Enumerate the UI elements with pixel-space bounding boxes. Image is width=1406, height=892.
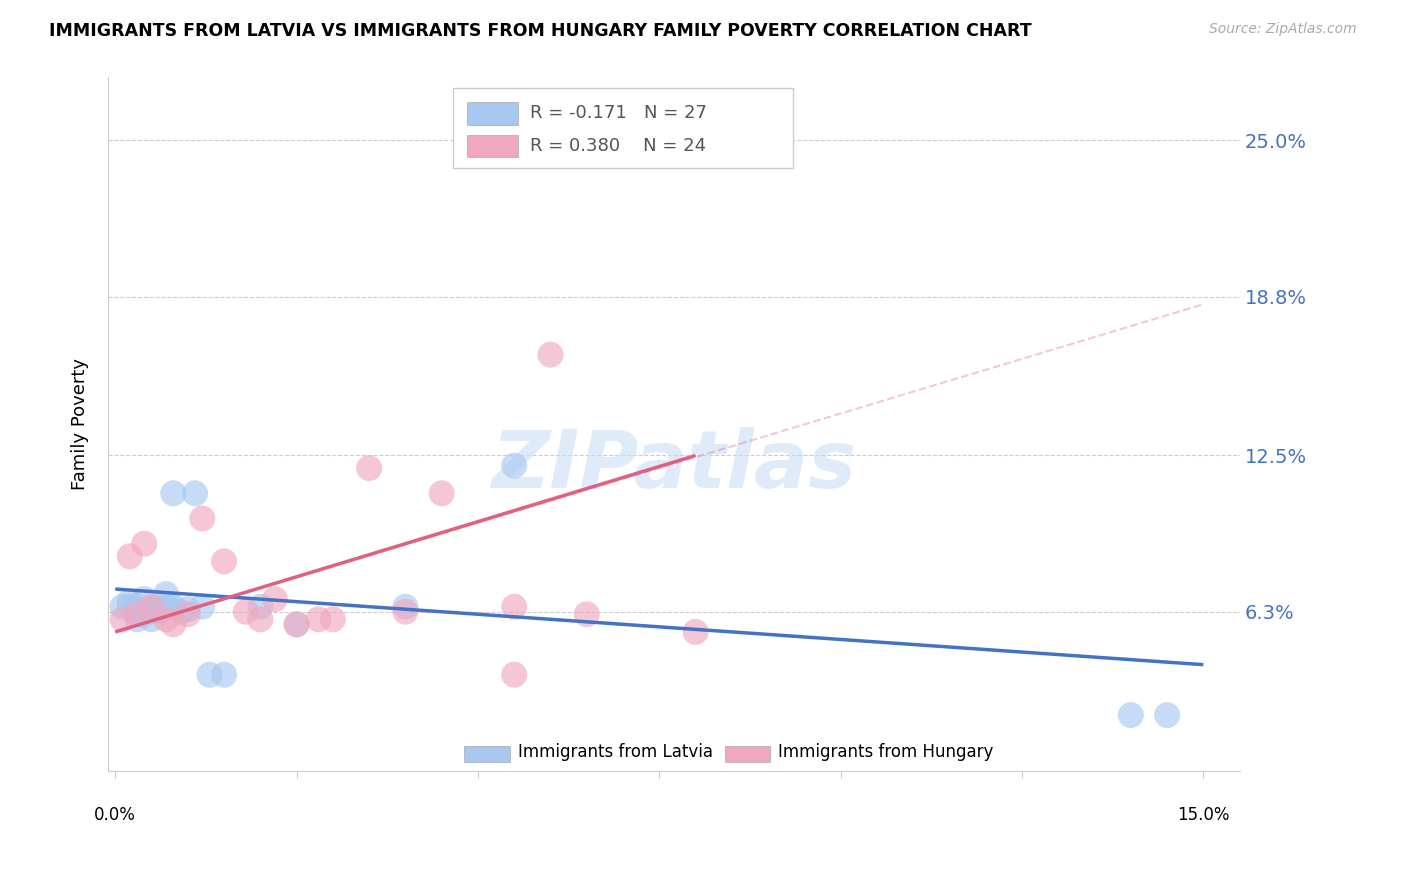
Point	[540, 348, 562, 362]
Point	[141, 602, 163, 616]
Point	[503, 667, 526, 681]
Text: R = 0.380    N = 24: R = 0.380 N = 24	[530, 137, 706, 155]
Point	[125, 607, 148, 622]
Point	[177, 602, 200, 616]
Point	[184, 486, 207, 500]
Point	[212, 554, 235, 568]
Point	[141, 599, 163, 614]
Bar	[467, 103, 517, 125]
Point	[155, 599, 177, 614]
Point	[162, 617, 184, 632]
Point	[394, 599, 416, 614]
Point	[307, 612, 329, 626]
Text: Immigrants from Latvia: Immigrants from Latvia	[517, 744, 713, 762]
Point	[249, 612, 271, 626]
Point	[118, 599, 141, 614]
Point	[1119, 708, 1142, 723]
Bar	[467, 135, 517, 157]
Point	[191, 511, 214, 525]
Point	[148, 605, 170, 619]
Text: IMMIGRANTS FROM LATVIA VS IMMIGRANTS FROM HUNGARY FAMILY POVERTY CORRELATION CHA: IMMIGRANTS FROM LATVIA VS IMMIGRANTS FRO…	[49, 22, 1032, 40]
Text: 15.0%: 15.0%	[1177, 805, 1230, 824]
Point	[685, 624, 707, 639]
Point	[575, 607, 598, 622]
Point	[191, 599, 214, 614]
Point	[322, 612, 344, 626]
Text: Source: ZipAtlas.com: Source: ZipAtlas.com	[1209, 22, 1357, 37]
Point	[359, 461, 381, 475]
Text: 0.0%: 0.0%	[94, 805, 136, 824]
Point	[503, 599, 526, 614]
Point	[235, 605, 257, 619]
Point	[503, 458, 526, 473]
Text: ZIPatlas: ZIPatlas	[491, 426, 856, 505]
Point	[134, 537, 156, 551]
Text: Immigrants from Hungary: Immigrants from Hungary	[778, 744, 993, 762]
Point	[118, 549, 141, 564]
Point	[212, 667, 235, 681]
Point	[285, 617, 308, 632]
Bar	[453, 87, 793, 168]
Point	[285, 617, 308, 632]
Point	[125, 612, 148, 626]
Point	[118, 595, 141, 609]
Point	[155, 612, 177, 626]
Point	[111, 612, 134, 626]
Point	[169, 605, 191, 619]
Point	[155, 587, 177, 601]
Point	[177, 607, 200, 622]
Point	[125, 599, 148, 614]
Bar	[724, 747, 770, 762]
Point	[162, 486, 184, 500]
Point	[430, 486, 453, 500]
Point	[134, 607, 156, 622]
Point	[263, 592, 285, 607]
Text: R = -0.171   N = 27: R = -0.171 N = 27	[530, 104, 707, 122]
Point	[148, 599, 170, 614]
Point	[198, 667, 221, 681]
Y-axis label: Family Poverty: Family Poverty	[72, 358, 89, 490]
Point	[134, 592, 156, 607]
Point	[141, 612, 163, 626]
Point	[249, 599, 271, 614]
Point	[111, 599, 134, 614]
Point	[1156, 708, 1178, 723]
Bar	[464, 747, 510, 762]
Point	[162, 599, 184, 614]
Point	[394, 605, 416, 619]
